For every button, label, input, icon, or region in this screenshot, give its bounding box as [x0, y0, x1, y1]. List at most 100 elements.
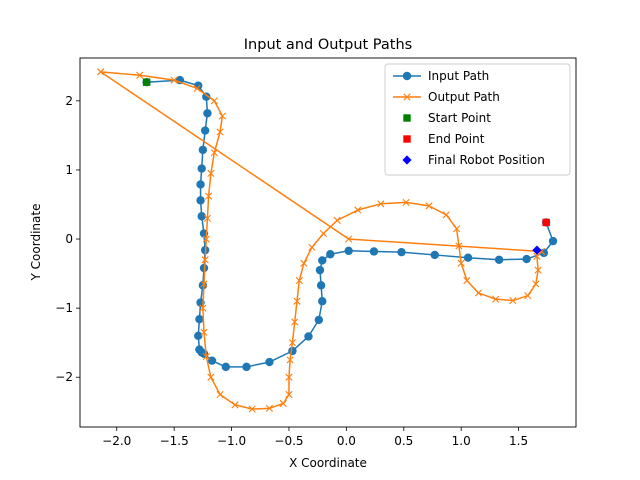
output-path-series [97, 68, 546, 413]
output-path-point [97, 68, 105, 76]
output-path-point [354, 206, 362, 214]
final-robot-position-point [532, 245, 542, 255]
end-point-series [542, 218, 550, 227]
output-path-point [279, 399, 287, 408]
x-tick-label: −1.0 [217, 434, 246, 448]
output-path-point [200, 280, 208, 288]
input-path-point [494, 255, 504, 264]
y-tick-label: −1 [55, 301, 73, 315]
x-tick-label: 0.0 [337, 434, 356, 448]
output-path-point [345, 235, 353, 243]
legend-entry-input-path: Input Path [393, 69, 489, 83]
input-path-point [196, 180, 205, 189]
output-path-point [193, 84, 201, 92]
output-path-point [291, 318, 299, 326]
output-path-point [210, 97, 218, 105]
input-path-point [318, 297, 327, 306]
input-path-point [197, 164, 206, 173]
input-path-point [202, 92, 211, 101]
output-path-point [205, 192, 213, 200]
input-path-point [326, 250, 335, 259]
y-axis-label: Y Coordinate [29, 204, 43, 282]
input-path-point [198, 145, 208, 155]
y-tick-label: 0 [65, 232, 73, 246]
axis-ticks: −2.0 −1.5 −1.0 −0.5 0.0 0.5 1.0 1.5 −2 −1 0 1 2 [55, 94, 528, 448]
input-path-point [203, 109, 212, 118]
output-path-point [216, 128, 224, 136]
output-path-point [442, 211, 450, 219]
output-path-point [308, 243, 316, 251]
input-path-point [314, 315, 324, 325]
legend: Input Path Output Path Start Point End Poin… [384, 63, 571, 176]
output-path-point [201, 256, 209, 264]
input-path-point [265, 357, 274, 367]
input-path-point [548, 236, 558, 246]
output-path-point [402, 198, 410, 207]
y-tick-label: −2 [55, 370, 73, 384]
output-path-point [265, 404, 274, 412]
output-path-point [300, 259, 308, 267]
output-path-point [203, 214, 212, 222]
output-path-point [285, 373, 293, 381]
chart-title: Input and Output Paths [244, 37, 412, 53]
input-path-point [463, 253, 473, 262]
output-path-point [218, 112, 226, 120]
output-path-point [202, 235, 210, 243]
input-path-point [522, 254, 531, 264]
output-path-point [457, 259, 465, 267]
plot-frame [79, 57, 577, 428]
output-path-point [534, 266, 542, 274]
input-path-point [200, 126, 210, 135]
input-path-point [195, 315, 204, 324]
output-path-point [207, 373, 215, 381]
legend-marker [403, 135, 411, 143]
output-path-point [288, 339, 296, 347]
output-path-point [202, 352, 210, 361]
output-path-point [333, 216, 341, 224]
input-path-point [196, 196, 205, 205]
output-path-point [463, 276, 471, 285]
legend-label: Start Point [428, 111, 491, 125]
output-path-point [295, 276, 303, 285]
legend-marker [403, 93, 411, 101]
plot-area [97, 68, 558, 413]
output-path-point [248, 405, 256, 413]
output-path-point [532, 280, 540, 288]
output-path-point [199, 304, 207, 312]
output-path-point [474, 289, 482, 297]
x-tick-label: 0.5 [394, 434, 413, 448]
final-robot-position-series [532, 245, 542, 255]
output-path-point [524, 292, 532, 300]
output-path-point [453, 225, 461, 233]
input-path-point [344, 246, 353, 255]
legend-label: Output Path [428, 90, 500, 104]
input-path-point [221, 362, 231, 372]
legend-entry-start-point: Start Point [403, 111, 491, 125]
legend-label: Final Robot Position [428, 153, 545, 167]
output-path-point [136, 71, 144, 79]
input-path-point [315, 265, 325, 275]
x-tick-label: −0.5 [274, 434, 303, 448]
input-path-point [207, 356, 217, 365]
output-path-point [455, 242, 463, 250]
output-path-point [425, 202, 433, 210]
output-path-point [285, 390, 293, 399]
x-tick-label: −1.5 [160, 434, 189, 448]
output-path-point [377, 200, 385, 208]
output-path-point [216, 390, 224, 399]
input-path-point [316, 281, 326, 290]
input-path-point [199, 263, 209, 273]
x-tick-label: 1.0 [452, 434, 471, 448]
input-path-point [197, 212, 206, 221]
end-point-point [542, 218, 550, 227]
legend-marker [403, 114, 411, 122]
legend-marker [402, 155, 412, 165]
output-path-point [200, 328, 208, 336]
legend-label: End Point [428, 132, 485, 146]
legend-entry-final-robot-position: Final Robot Position [402, 153, 545, 167]
input-path-point [397, 247, 406, 257]
output-path-point [170, 76, 178, 84]
output-path-point [286, 356, 294, 364]
legend-marker [402, 71, 412, 81]
